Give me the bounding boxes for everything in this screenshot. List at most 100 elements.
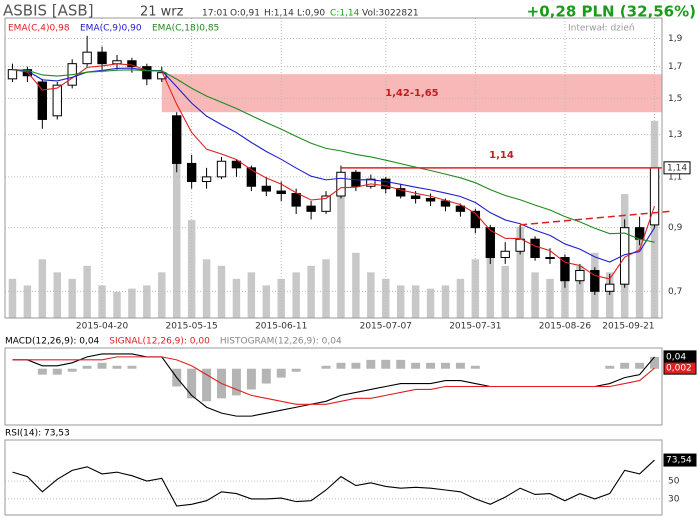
- volume-bar: [158, 272, 166, 318]
- y-tick-label: 50: [668, 477, 680, 487]
- last-value-label: 73,54: [666, 456, 692, 466]
- y-tick-label: 0,7: [668, 287, 682, 297]
- candle-body: [261, 185, 271, 192]
- histogram-bar: [351, 362, 361, 369]
- histogram-bar: [231, 368, 241, 396]
- volume-bar: [441, 285, 450, 318]
- low: L:0,90: [297, 9, 325, 19]
- candle-body: [37, 81, 48, 120]
- volume-bar: [217, 265, 226, 318]
- y-tick-label: 1,9: [668, 34, 683, 44]
- candle-body: [545, 257, 555, 260]
- ema-line: [12, 69, 655, 243]
- last-value-box: [663, 453, 697, 467]
- candle-body: [321, 195, 331, 212]
- panel-frame: [4, 439, 663, 516]
- volume-bar: [262, 285, 271, 318]
- legend-entry: MACD(12,26,9): 0,04: [5, 337, 100, 347]
- indicator-line: [12, 353, 655, 417]
- volume-bar: [113, 291, 121, 318]
- high: H:1,14: [264, 9, 294, 19]
- candle-body: [112, 60, 122, 65]
- date: 21 wrz: [140, 5, 184, 20]
- volume-bar: [38, 259, 47, 318]
- histogram-bar: [276, 368, 286, 378]
- candle-body: [396, 188, 406, 197]
- histogram-bar: [187, 368, 197, 399]
- volume-bar: [426, 288, 435, 318]
- candle-body: [440, 200, 451, 207]
- histogram-bar: [635, 362, 645, 369]
- candle-body: [530, 238, 540, 259]
- ticker: ASBIS [ASB]: [3, 2, 94, 20]
- volume-bar: [232, 278, 241, 318]
- volume-bar: [516, 226, 524, 318]
- histogram-bar: [291, 368, 301, 372]
- candle-body: [7, 69, 18, 80]
- histogram-bar: [470, 365, 480, 369]
- candle-body: [201, 176, 212, 183]
- volume-bar: [277, 278, 285, 318]
- legend-entry: EMA(C,9)0,90: [80, 24, 142, 34]
- histogram-bar: [650, 356, 660, 369]
- candle-body: [590, 269, 600, 292]
- last-value-label: 0,04: [666, 352, 686, 362]
- legend-entry: RSI(14): 73,53: [5, 429, 70, 439]
- histogram-bar: [97, 362, 107, 369]
- candle-body: [410, 195, 421, 199]
- trend-line: [520, 210, 670, 226]
- change: +0,28 PLN (32,56%): [527, 3, 696, 21]
- y-tick-label: 0,9: [668, 223, 683, 233]
- volume-bar: [396, 285, 405, 318]
- legend-entry: EMA(C,18)0,85: [152, 24, 219, 34]
- volume-bar: [576, 265, 584, 318]
- volume-bar: [352, 252, 360, 318]
- interval: Interwał: dzień: [568, 24, 635, 34]
- last-value-box: [663, 361, 697, 375]
- price-zone: [161, 74, 662, 113]
- volume-bar: [411, 285, 420, 318]
- y-tick-label: 1,1: [668, 172, 682, 182]
- volume-bar: [83, 265, 91, 318]
- time: 17:01: [202, 9, 228, 19]
- y-tick-label: 1,7: [668, 62, 682, 72]
- x-tick-label: 2015-05-15: [165, 322, 217, 332]
- candle-body: [605, 283, 615, 292]
- volume-bar: [546, 278, 554, 318]
- candle-body: [127, 60, 137, 68]
- panel-frame: [4, 17, 663, 319]
- volume-bar: [307, 265, 315, 318]
- candle-body: [246, 167, 257, 187]
- candle-body: [425, 197, 436, 202]
- candle-body: [216, 160, 227, 178]
- volume-bar: [635, 239, 644, 318]
- candle-body: [515, 238, 525, 252]
- volume-bar: [98, 285, 106, 318]
- legend-entry: EMA(C,4)0,98: [8, 24, 70, 34]
- x-tick-label: 2015-07-31: [449, 322, 501, 332]
- volume-bar: [202, 259, 211, 318]
- x-tick-label: 2015-08-26: [539, 322, 592, 332]
- volume-bar: [322, 259, 330, 318]
- volume-bar: [382, 278, 390, 318]
- volume-bar: [456, 278, 465, 318]
- histogram-bar: [396, 359, 406, 369]
- candle-body: [381, 178, 391, 190]
- candle-body: [455, 205, 466, 212]
- histogram-bar: [37, 368, 47, 375]
- volume-bar: [606, 272, 614, 318]
- indicator-line: [12, 356, 655, 405]
- candle-body: [470, 210, 481, 229]
- level-label: 1,14: [489, 150, 514, 161]
- volume-bar: [23, 285, 32, 318]
- volume-bar: [531, 272, 539, 318]
- histogram-bar: [366, 359, 376, 369]
- candle-body: [52, 84, 62, 117]
- last-price-label: 1,14: [667, 163, 687, 173]
- last-value-label: 0,002: [666, 364, 692, 374]
- volume-bar: [8, 278, 17, 318]
- histogram-bar: [82, 365, 92, 369]
- candle-body: [142, 66, 152, 80]
- histogram-bar: [455, 362, 465, 369]
